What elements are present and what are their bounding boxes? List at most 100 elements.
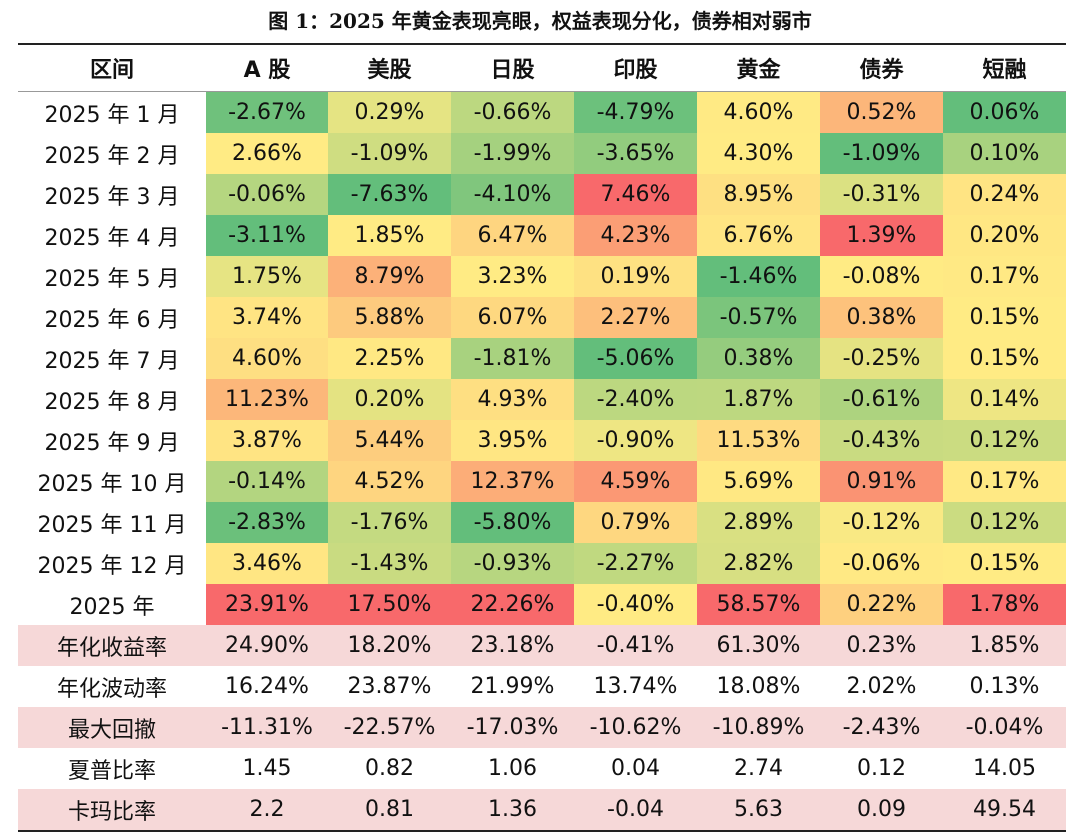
stat-cell: -17.03% [451, 707, 574, 748]
heatmap-cell: 12.37% [451, 461, 574, 502]
heatmap-cell: -3.11% [206, 215, 328, 256]
stat-cell: -2.43% [820, 707, 943, 748]
row-label: 2025 年 11 月 [37, 512, 187, 538]
stat-cell: 0.09 [820, 789, 943, 831]
stat-cell: 0.04 [611, 756, 660, 781]
heatmap-cell: 0.06% [943, 91, 1066, 133]
table-row: 2025 年 2 月 2.66% -1.09% -1.99% -3.65% 4.30% -1… [18, 133, 1066, 174]
heatmap-cell: 3.46% [206, 543, 328, 584]
row-label: 2025 年 9 月 [44, 430, 180, 456]
heatmap-cell: -0.12% [820, 502, 943, 543]
heatmap-cell: 3.74% [206, 297, 328, 338]
heatmap-cell: -1.99% [451, 133, 574, 174]
stat-cell: 0.82 [365, 756, 414, 781]
heatmap-cell: 0.22% [820, 584, 943, 625]
row-label: 2025 年 8 月 [44, 389, 180, 415]
stat-cell: 0.23% [820, 625, 943, 666]
stat-cell: -22.57% [328, 707, 451, 748]
heatmap-cell: 0.79% [574, 502, 697, 543]
heatmap-cell: -7.63% [328, 174, 451, 215]
heatmap-cell: 4.30% [697, 133, 820, 174]
table-row: 2025 年 8 月 11.23% 0.20% 4.93% -2.40% 1.87% -0.… [18, 379, 1066, 420]
table-row: 年化波动率 16.24% 23.87% 21.99% 13.74% 18.08% 2.02%… [18, 666, 1066, 707]
heatmap-cell: 0.19% [574, 256, 697, 297]
heatmap-cell: -0.57% [697, 297, 820, 338]
chart-title: 图 1：2025 年黄金表现亮眼，权益表现分化，债券相对弱市 [268, 9, 812, 33]
stat-cell: -0.04 [574, 789, 697, 831]
heatmap-cell: 0.38% [820, 297, 943, 338]
stat-cell: -10.89% [697, 707, 820, 748]
row-label: 2025 年 5 月 [44, 266, 180, 292]
stat-cell: 24.90% [206, 625, 328, 666]
heatmap-cell: -2.40% [574, 379, 697, 420]
stat-cell: 13.74% [593, 674, 678, 699]
heatmap-cell: 1.78% [943, 584, 1066, 625]
table-body: 2025 年 1 月 -2.67% 0.29% -0.66% -4.79% 4.60% 0.… [18, 91, 1066, 831]
heatmap-cell: 58.57% [697, 584, 820, 625]
stat-cell: 21.99% [470, 674, 555, 699]
row-label: 2025 年 3 月 [44, 184, 180, 210]
row-label: 最大回撤 [18, 707, 206, 748]
heatmap-cell: 1.75% [206, 256, 328, 297]
heatmap-cell: 0.20% [943, 215, 1066, 256]
header-row: 区间 A 股 美股 日股 印股 黄金 债券 短融 [18, 44, 1066, 92]
heatmap-cell: 8.79% [328, 256, 451, 297]
stat-cell: 1.45 [242, 756, 292, 781]
table-row: 2025 年 7 月 4.60% 2.25% -1.81% -5.06% 0.38% -0.… [18, 338, 1066, 379]
stat-cell: 2.02% [846, 674, 917, 699]
heatmap-cell: -5.06% [574, 338, 697, 379]
column-header: 美股 [328, 44, 451, 92]
row-label: 2025 年 7 月 [44, 348, 180, 374]
heatmap-cell: 6.47% [451, 215, 574, 256]
heatmap-cell: -1.09% [820, 133, 943, 174]
stat-cell: 2.2 [206, 789, 328, 831]
heatmap-cell: 5.69% [697, 461, 820, 502]
heatmap-cell: 0.15% [943, 543, 1066, 584]
heatmap-cell: 2.25% [328, 338, 451, 379]
heatmap-cell: 23.91% [206, 584, 328, 625]
column-header: A 股 [206, 44, 328, 92]
heatmap-cell: 17.50% [328, 584, 451, 625]
heatmap-cell: -4.10% [451, 174, 574, 215]
row-label: 2025 年 [69, 594, 155, 620]
heatmap-cell: -1.46% [697, 256, 820, 297]
heatmap-cell: 1.85% [328, 215, 451, 256]
stat-cell: 2.74 [734, 756, 783, 781]
heatmap-cell: -1.76% [328, 502, 451, 543]
column-header: 债券 [820, 44, 943, 92]
stat-cell: 14.05 [973, 756, 1036, 781]
heatmap-cell: -2.83% [206, 502, 328, 543]
table-row: 2025 年 6 月 3.74% 5.88% 6.07% 2.27% -0.57% 0.38… [18, 297, 1066, 338]
heatmap-cell: -0.90% [574, 420, 697, 461]
row-label: 卡玛比率 [18, 789, 206, 831]
heatmap-table: 区间 A 股 美股 日股 印股 黄金 债券 短融 2025 年 1 月 -2.67… [18, 43, 1066, 832]
heatmap-cell: 0.10% [943, 133, 1066, 174]
heatmap-cell: 6.76% [697, 215, 820, 256]
heatmap-cell: -0.93% [451, 543, 574, 584]
heatmap-cell: 22.26% [451, 584, 574, 625]
table-row: 2025 年 4 月 -3.11% 1.85% 6.47% 4.23% 6.76% 1.39… [18, 215, 1066, 256]
heatmap-cell: 0.12% [943, 420, 1066, 461]
column-header: 短融 [943, 44, 1066, 92]
heatmap-cell: 3.23% [451, 256, 574, 297]
table-row: 2025 年 3 月 -0.06% -7.63% -4.10% 7.46% 8.95% -0… [18, 174, 1066, 215]
stat-cell: 18.20% [328, 625, 451, 666]
heatmap-cell: -1.09% [328, 133, 451, 174]
stat-cell: -0.41% [574, 625, 697, 666]
stat-cell: 0.13% [969, 674, 1040, 699]
stat-cell: -10.62% [574, 707, 697, 748]
stat-cell: -11.31% [206, 707, 328, 748]
table-row: 2025 年 12 月 3.46% -1.43% -0.93% -2.27% 2.82% -… [18, 543, 1066, 584]
heatmap-cell: 6.07% [451, 297, 574, 338]
table-row: 2025 年 9 月 3.87% 5.44% 3.95% -0.90% 11.53% -0.… [18, 420, 1066, 461]
heatmap-cell: 0.14% [943, 379, 1066, 420]
heatmap-cell: -4.79% [574, 91, 697, 133]
column-header: 黄金 [697, 44, 820, 92]
row-label: 2025 年 4 月 [44, 225, 180, 251]
heatmap-cell: 0.52% [820, 91, 943, 133]
table-row: 年化收益率 24.90% 18.20% 23.18% -0.41% 61.30% 0.23%… [18, 625, 1066, 666]
heatmap-cell: -0.66% [451, 91, 574, 133]
heatmap-cell: 5.88% [328, 297, 451, 338]
heatmap-cell: -0.08% [820, 256, 943, 297]
table-row: 最大回撤 -11.31% -22.57% -17.03% -10.62% -10.89% -… [18, 707, 1066, 748]
